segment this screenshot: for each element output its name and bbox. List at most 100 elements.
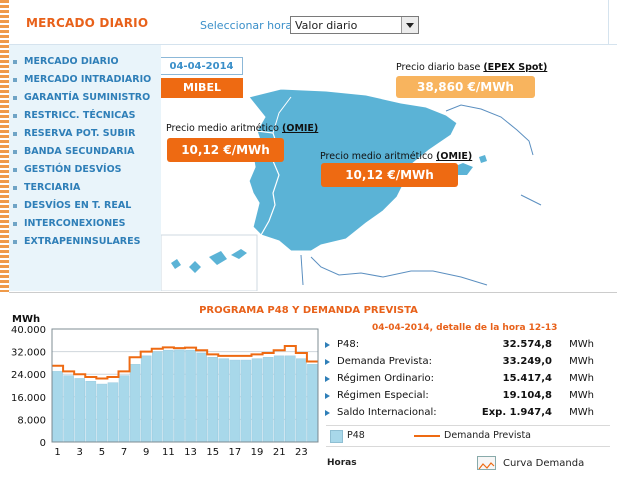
detail-unit: MWh — [569, 356, 594, 367]
demanda-line — [52, 344, 318, 380]
x-tick-label: 19 — [251, 447, 264, 458]
legend-line-label: Demanda Prevista — [444, 430, 531, 441]
detail-key: Régimen Especial: — [337, 390, 429, 401]
sidebar: MERCADO DIARIO MERCADO INTRADIARIO GARAN… — [9, 45, 161, 291]
y-tick-label: 32.000 — [11, 348, 46, 359]
bullet-icon — [13, 59, 17, 64]
market-badge: MIBEL — [161, 78, 243, 98]
x-tick-label: 13 — [184, 447, 197, 458]
omie-link[interactable]: (OMIE) — [436, 151, 473, 162]
p48-bar — [129, 364, 141, 443]
price-epex: 38,860 €/MWh — [396, 76, 535, 98]
p48-bar — [296, 358, 307, 443]
header-divider — [9, 44, 617, 45]
sidebar-item-extrapeninsulares[interactable]: EXTRAPENINSULARES — [13, 236, 140, 247]
curve-chart-icon[interactable] — [477, 456, 496, 470]
price-label-epex: Precio diario base (EPEX Spot) — [396, 62, 547, 73]
y-tick-label: 0 — [40, 438, 46, 449]
chart-legend — [326, 425, 610, 447]
detail-key: Demanda Prevista: — [337, 356, 432, 367]
bullet-icon — [13, 221, 17, 226]
legend-bar-label: P48 — [347, 430, 365, 441]
hour-select-label: Seleccionar hora: — [200, 19, 296, 32]
p48-bar — [251, 358, 263, 443]
price-label-omie-2: Precio medio aritmético (OMIE) — [320, 151, 472, 162]
detail-value: 32.574,8 — [502, 339, 552, 350]
p48-bar — [185, 349, 196, 443]
x-tick-label: 5 — [99, 447, 105, 458]
detail-row-saldo: Saldo Internacional: Exp. 1.947,4 MWh — [322, 406, 594, 422]
detail-unit: MWh — [569, 373, 594, 384]
bullet-icon — [13, 203, 17, 208]
detail-value: Exp. 1.947,4 — [481, 407, 552, 418]
sidebar-item-label: EXTRAPENINSULARES — [24, 236, 141, 247]
sidebar-item-mercado-intradiario[interactable]: MERCADO INTRADIARIO — [13, 74, 151, 85]
epex-link[interactable]: (EPEX Spot) — [483, 62, 548, 73]
detail-key: Saldo Internacional: — [337, 407, 437, 418]
sidebar-item-gestion-desvios[interactable]: GESTIÓN DESVÍOS — [13, 164, 122, 175]
sidebar-item-garantia-suministro[interactable]: GARANTÍA SUMINISTRO — [13, 92, 150, 103]
price-omie-1: 10,12 €/MWh — [167, 138, 284, 162]
triangle-icon — [325, 393, 330, 399]
sidebar-item-restricc-tecnicas[interactable]: RESTRICC. TÉCNICAS — [13, 110, 135, 121]
detail-title: 04-04-2014, detalle de la hora 12-13 — [372, 323, 558, 333]
sidebar-item-label: TERCIARIA — [24, 182, 81, 193]
sidebar-item-desvios-t-real[interactable]: DESVÍOS EN T. REAL — [13, 200, 131, 211]
p48-bar — [63, 375, 74, 443]
sidebar-item-label: GESTIÓN DESVÍOS — [24, 164, 122, 175]
sidebar-item-banda-secundaria[interactable]: BANDA SECUNDARIA — [13, 146, 135, 157]
curva-demanda-link[interactable]: Curva Demanda — [503, 458, 585, 469]
hour-select[interactable]: Valor diario — [290, 16, 419, 34]
decorative-stripe — [0, 0, 9, 292]
p48-bar — [240, 359, 252, 443]
bullet-icon — [13, 95, 17, 100]
sidebar-item-label: GARANTÍA SUMINISTRO — [24, 92, 151, 103]
detail-row-p48: P48: 32.574,8 MWh — [322, 338, 594, 354]
y-axis-title: MWh — [12, 314, 40, 325]
section-divider — [9, 292, 617, 293]
map-date: 04-04-2014 — [161, 57, 243, 75]
y-tick-label: 16.000 — [11, 393, 46, 404]
page-title: MERCADO DIARIO — [26, 16, 149, 30]
p48-bar — [273, 355, 285, 443]
p48-bar — [285, 355, 296, 443]
sidebar-item-label: MERCADO INTRADIARIO — [24, 74, 152, 85]
chevron-down-icon[interactable] — [401, 17, 418, 33]
triangle-icon — [325, 376, 330, 382]
x-tick-label: 15 — [206, 447, 219, 458]
p48-bar — [218, 358, 230, 443]
bullet-icon — [13, 185, 17, 190]
bullet-icon — [13, 239, 17, 244]
y-tick-label: 40.000 — [11, 325, 46, 336]
p48-bar — [52, 371, 63, 443]
detail-value: 33.249,0 — [502, 356, 552, 367]
p48-bar — [85, 381, 97, 443]
p48-bar — [107, 382, 119, 443]
sidebar-item-label: INTERCONEXIONES — [24, 218, 126, 229]
x-tick-label: 9 — [143, 447, 149, 458]
sidebar-item-mercado-diario[interactable]: MERCADO DIARIO — [13, 56, 119, 67]
hour-select-value: Valor diario — [295, 19, 358, 32]
x-tick-label: 7 — [121, 447, 127, 458]
detail-value: 19.104,8 — [502, 390, 552, 401]
price-label-text: Precio medio aritmético — [320, 151, 433, 162]
bullet-icon — [13, 167, 17, 172]
x-tick-label: 23 — [295, 447, 308, 458]
omie-link[interactable]: (OMIE) — [282, 123, 319, 134]
p48-bar — [152, 351, 163, 443]
p48-bar — [229, 359, 241, 443]
y-tick-label: 24.000 — [11, 370, 46, 381]
sidebar-item-reserva-pot-subir[interactable]: RESERVA POT. SUBIR — [13, 128, 135, 139]
y-tick-label: 8.000 — [17, 415, 46, 426]
sidebar-item-terciaria[interactable]: TERCIARIA — [13, 182, 80, 193]
sidebar-item-interconexiones[interactable]: INTERCONEXIONES — [13, 218, 125, 229]
triangle-icon — [325, 359, 330, 365]
x-tick-label: 17 — [229, 447, 242, 458]
p48-bar — [118, 375, 130, 443]
legend-bar-swatch — [330, 430, 343, 443]
detail-key: P48: — [337, 339, 360, 350]
p48-bar — [74, 378, 85, 443]
header-vertical-divider — [608, 0, 609, 45]
p48-bar — [262, 357, 274, 443]
p48-bar — [196, 352, 207, 443]
